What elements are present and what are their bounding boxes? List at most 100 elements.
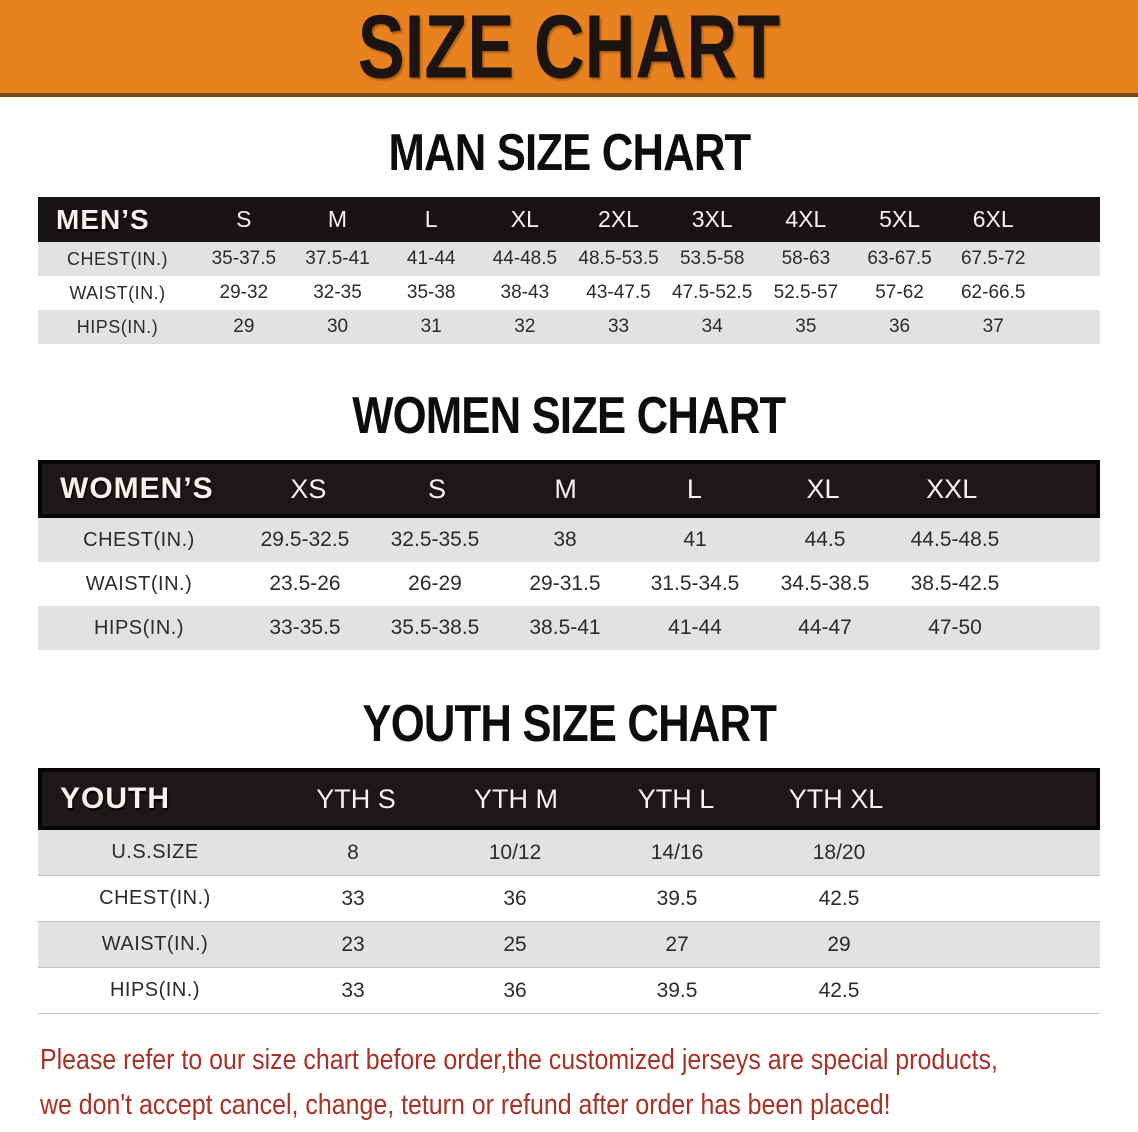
column-header: XL <box>510 206 539 232</box>
column-header: 5XL <box>879 206 920 232</box>
size-table-women: WOMEN’S XS S M L XL XXL CHEST(IN.) 29.5-32.5 32.5… <box>38 460 1100 650</box>
cell-value: 42.5 <box>818 978 860 1002</box>
cell-value: 37.5-41 <box>305 248 370 269</box>
size-table-men: MEN’S S M L XL 2XL 3XL 4XL 5XL 6XL CHEST(IN.) 35-37… <box>38 197 1100 344</box>
table-row: HIPS(IN.) 33 36 39.5 42.5 <box>38 968 1100 1014</box>
section-heading-text-women: WOMEN SIZE CHART <box>352 387 786 445</box>
section-heading-youth: YOUTH SIZE CHART <box>0 698 1138 750</box>
row-label: WAIST(IN.) <box>69 282 166 303</box>
table-header-label: YOUTH <box>60 782 170 815</box>
cell-value: 27 <box>665 932 689 956</box>
cell-value: 32 <box>514 316 536 337</box>
table-row: CHEST(IN.) 29.5-32.5 32.5-35.5 38 41 44.5 44.5… <box>38 518 1100 562</box>
cell-value: 37 <box>982 316 1004 337</box>
table-row: HIPS(IN.) 33-35.5 35.5-38.5 38.5-41 41-44 44-… <box>38 606 1100 650</box>
cell-value: 41 <box>683 528 707 551</box>
cell-value: 32-35 <box>313 282 362 303</box>
section-heading-women: WOMEN SIZE CHART <box>0 390 1138 442</box>
cell-value: 14/16 <box>650 840 704 864</box>
cell-value: 38.5-41 <box>529 616 601 639</box>
table-header-row: MEN’S S M L XL 2XL 3XL 4XL 5XL 6XL <box>38 197 1100 242</box>
row-label: HIPS(IN.) <box>76 316 159 337</box>
cell-value: 31 <box>420 316 442 337</box>
cell-value: 41-44 <box>406 248 456 269</box>
cell-value: 44-48.5 <box>492 248 558 269</box>
cell-value: 62-66.5 <box>960 282 1026 303</box>
cell-value: 44.5 <box>804 528 846 551</box>
cell-value: 38 <box>553 528 577 551</box>
cell-value: 44.5-48.5 <box>910 528 1000 551</box>
row-label: CHEST(IN.) <box>99 887 211 909</box>
cell-value: 58-63 <box>781 248 831 269</box>
cell-value: 23 <box>341 932 365 956</box>
column-header: YTH L <box>637 783 715 814</box>
cell-value: 29 <box>827 932 851 956</box>
cell-value: 35.5-38.5 <box>390 616 480 639</box>
cell-value: 44-47 <box>798 616 852 639</box>
row-label: WAIST(IN.) <box>85 572 193 595</box>
cell-value: 35 <box>795 316 817 337</box>
column-header: S <box>236 206 252 232</box>
table-row: HIPS(IN.) 29 30 31 32 33 34 35 36 37 <box>38 310 1100 344</box>
table-row: WAIST(IN.) 23.5-26 26-29 29-31.5 31.5-34.5 34… <box>38 562 1100 606</box>
cell-value: 53.5-58 <box>679 248 745 269</box>
cell-value: 34 <box>701 316 723 337</box>
cell-value: 33 <box>341 886 365 910</box>
cell-value: 31.5-34.5 <box>650 572 740 595</box>
cell-value: 43-47.5 <box>586 282 651 303</box>
cell-value: 36 <box>888 316 911 337</box>
column-header: XS <box>290 473 327 504</box>
table-row: WAIST(IN.) 23 25 27 29 <box>38 922 1100 968</box>
row-label: HIPS(IN.) <box>93 616 185 639</box>
table-header-label: WOMEN’S <box>60 472 214 505</box>
cell-value: 32.5-35.5 <box>390 528 480 551</box>
cell-value: 57-62 <box>875 282 924 303</box>
section-heading-text-men: MAN SIZE CHART <box>388 124 751 182</box>
table-row: U.S.SIZE 8 10/12 14/16 18/20 <box>38 830 1100 876</box>
cell-value: 29.5-32.5 <box>260 528 350 551</box>
row-label: WAIST(IN.) <box>101 933 209 955</box>
column-header: M <box>554 473 577 504</box>
cell-value: 63-67.5 <box>867 248 932 269</box>
cell-value: 38-43 <box>500 282 550 303</box>
size-chart-section-men: MAN SIZE CHART MEN’S S M L XL 2XL 3XL 4XL 5XL 6XL C… <box>0 127 1138 344</box>
column-header: S <box>428 473 447 504</box>
column-header: 3XL <box>691 206 733 232</box>
column-header: YTH XL <box>788 783 884 814</box>
cell-value: 18/20 <box>812 840 866 864</box>
cell-value: 23.5-26 <box>269 572 341 595</box>
row-label: CHEST(IN.) <box>83 528 195 551</box>
section-heading-men: MAN SIZE CHART <box>0 127 1138 179</box>
cell-value: 29-32 <box>219 282 269 303</box>
cell-value: 38.5-42.5 <box>910 572 1000 595</box>
column-header: 4XL <box>785 206 827 232</box>
cell-value: 36 <box>503 886 527 910</box>
column-header: YTH M <box>474 783 558 814</box>
cell-value: 47-50 <box>928 616 982 639</box>
column-header: L <box>424 206 438 232</box>
column-header: 2XL <box>598 206 639 232</box>
column-header: XXL <box>926 473 978 504</box>
cell-value: 34.5-38.5 <box>780 572 870 595</box>
row-label: HIPS(IN.) <box>109 979 201 1001</box>
cell-value: 30 <box>326 316 349 337</box>
cell-value: 36 <box>503 978 527 1002</box>
cell-value: 8 <box>347 840 359 864</box>
banner-title: SIZE CHART <box>357 0 781 97</box>
disclaimer: Please refer to our size chart before or… <box>0 1038 1138 1128</box>
column-header: L <box>686 473 702 504</box>
size-chart-section-youth: YOUTH SIZE CHART YOUTH YTH S YTH M YTH L YTH … <box>0 698 1138 1014</box>
column-header: YTH S <box>316 783 396 814</box>
cell-value: 52.5-57 <box>773 282 839 303</box>
cell-value: 33 <box>341 978 365 1002</box>
cell-value: 42.5 <box>818 886 860 910</box>
disclaimer-line-1: Please refer to our size chart before or… <box>40 1044 998 1076</box>
size-table-youth: YOUTH YTH S YTH M YTH L YTH XL U.S.SIZE 8 10/12… <box>38 768 1100 1014</box>
cell-value: 10/12 <box>488 840 542 864</box>
table-row: CHEST(IN.) 35-37.5 37.5-41 41-44 44-48.5 48.5… <box>38 242 1100 276</box>
cell-value: 33-35.5 <box>269 616 341 639</box>
table-row: CHEST(IN.) 33 36 39.5 42.5 <box>38 876 1100 922</box>
cell-value: 25 <box>503 932 527 956</box>
cell-value: 35-38 <box>406 282 456 303</box>
cell-value: 47.5-52.5 <box>672 282 753 303</box>
